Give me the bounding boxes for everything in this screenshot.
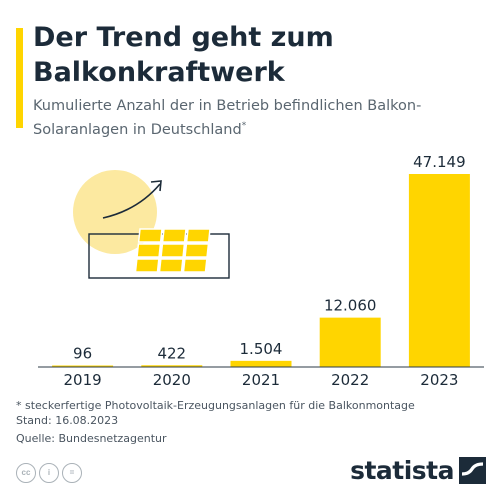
date-note: Stand: 16.08.2023 (16, 414, 119, 427)
cc-icon[interactable]: cc (16, 463, 36, 483)
accent-bar (16, 28, 23, 128)
bar-2023 (408, 174, 470, 367)
bar-2021 (230, 360, 292, 367)
bar-2020 (141, 365, 203, 367)
x-tick-label-2020: 2020 (153, 371, 191, 389)
license-icons: cc i = (16, 462, 85, 483)
x-tick-label-2021: 2021 (242, 371, 280, 389)
by-icon[interactable]: i (39, 463, 59, 483)
source-note: Quelle: Bundesnetzagentur (16, 432, 167, 445)
subtitle-footnote-mark: * (241, 121, 247, 131)
trend-arrowhead (150, 180, 162, 192)
value-label-2023: 47.149 (413, 153, 466, 171)
chart-subtitle: Kumulierte Anzahl der in Betrieb befindl… (33, 96, 483, 140)
chart-title: Der Trend geht zum Balkonkraftwerk (33, 22, 334, 88)
footnote: * steckerfertige Photovoltaik-Erzeugungs… (16, 399, 415, 412)
x-tick-label-2023: 2023 (420, 371, 458, 389)
x-tick-label-2022: 2022 (331, 371, 369, 389)
bar-2022 (319, 317, 381, 367)
bar-2019 (52, 365, 114, 367)
statista-logo-icon (459, 457, 486, 484)
nd-icon[interactable]: = (62, 463, 82, 483)
value-label-2019: 96 (73, 345, 92, 363)
sun-shape (73, 170, 157, 254)
solar-illustration (73, 170, 230, 279)
x-tick-label-2019: 2019 (64, 371, 102, 389)
value-label-2020: 422 (157, 344, 186, 362)
value-label-2022: 12.060 (324, 297, 377, 315)
trend-arrow-icon (102, 183, 161, 219)
chart-bars: 96 2019 422 2020 1.504 2021 12.060 2022 47.149 20… (52, 153, 470, 389)
subtitle-text: Kumulierte Anzahl der in Betrieb befindl… (33, 98, 422, 138)
value-label-2021: 1.504 (240, 340, 283, 358)
chart-notes: * steckerfertige Photovoltaik-Erzeugungs… (16, 398, 486, 446)
brand-name: statista (350, 456, 454, 485)
brand-logo[interactable]: statista (350, 456, 486, 485)
solar-panel-shape (134, 228, 211, 273)
